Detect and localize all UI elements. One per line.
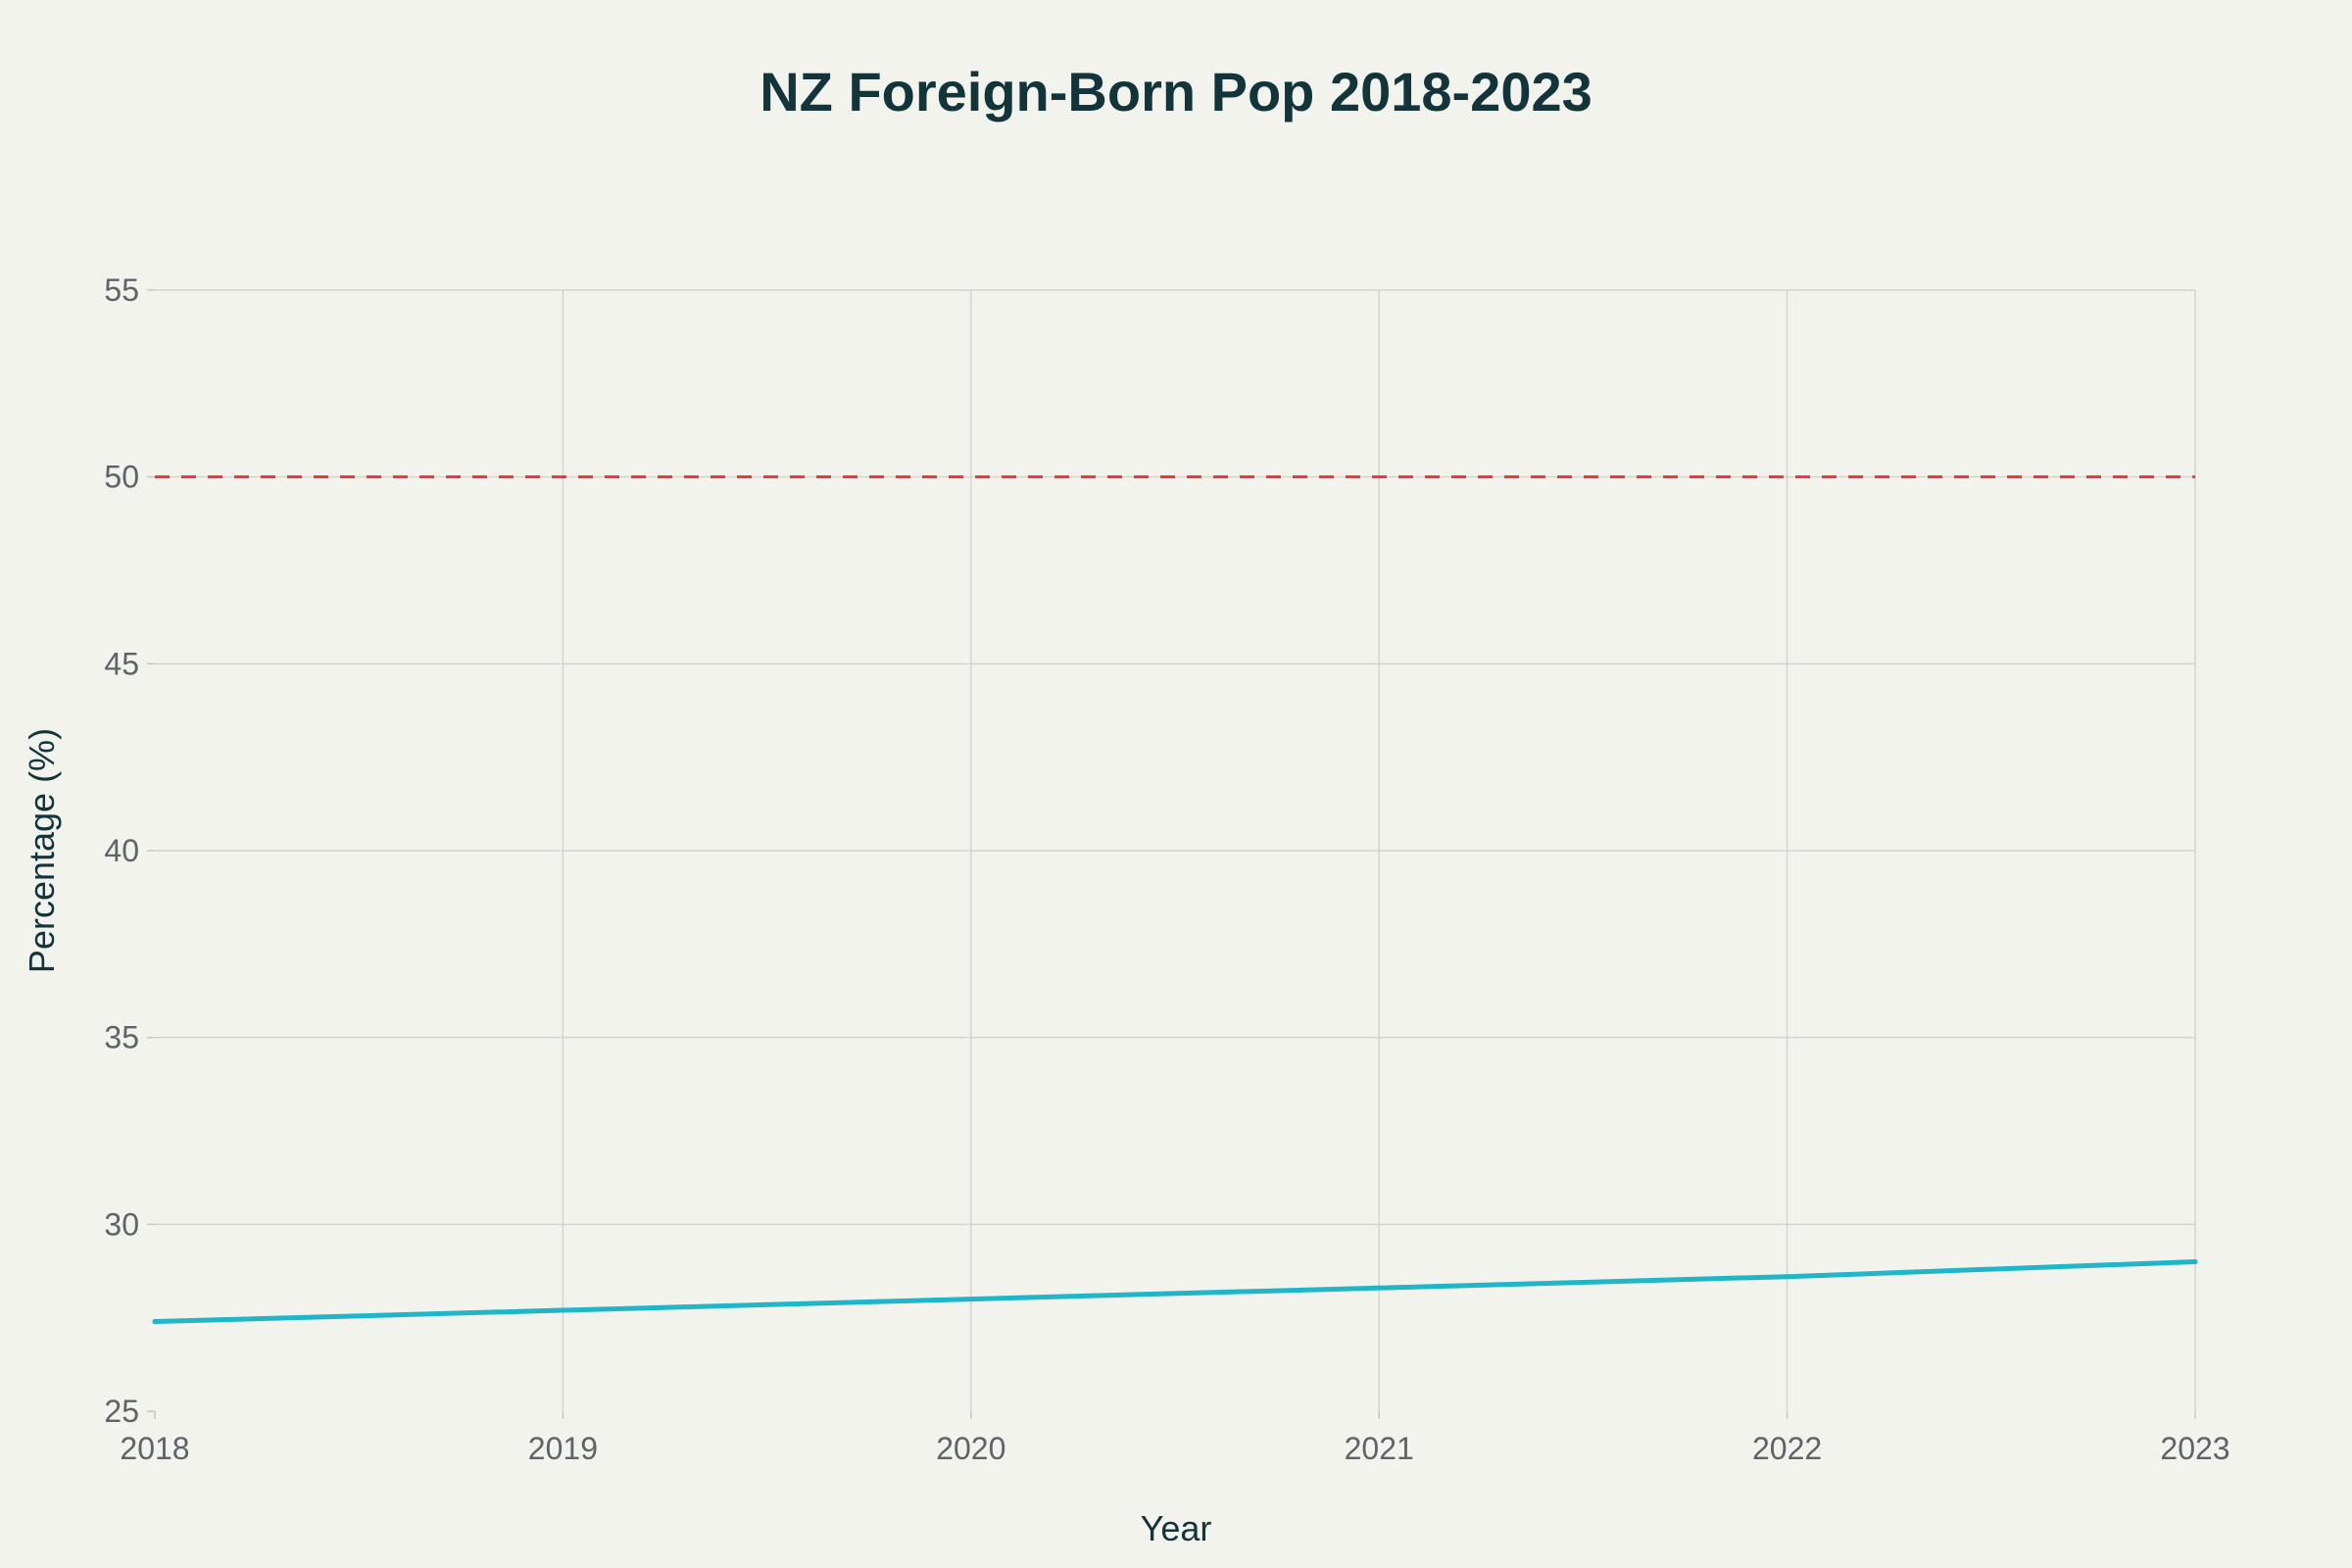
x-tick-label: 2020 bbox=[936, 1431, 1005, 1466]
y-axis-title: Percentage (%) bbox=[22, 728, 62, 973]
x-tick-label: 2019 bbox=[528, 1431, 598, 1466]
axis-ticks: 25 30 35 40 45 50 55 2018 2019 2020 2021 2022 2023 bbox=[104, 272, 2230, 1466]
y-tick-label: 35 bbox=[104, 1020, 139, 1055]
y-tick-label: 55 bbox=[104, 272, 139, 308]
data-point bbox=[1376, 1285, 1382, 1291]
y-tick-label: 50 bbox=[104, 460, 139, 495]
data-point bbox=[968, 1297, 974, 1302]
y-tick-label: 30 bbox=[104, 1206, 139, 1242]
series bbox=[152, 1258, 2198, 1324]
x-tick-label: 2022 bbox=[1752, 1431, 1822, 1466]
data-point bbox=[560, 1307, 565, 1313]
chart-title: NZ Foreign-Born Pop 2018-2023 bbox=[760, 61, 1592, 122]
y-tick-label: 45 bbox=[104, 646, 139, 681]
data-point bbox=[1785, 1274, 1790, 1280]
data-point bbox=[152, 1318, 158, 1324]
x-tick-label: 2023 bbox=[2160, 1431, 2230, 1466]
x-tick-label: 2018 bbox=[120, 1431, 189, 1466]
y-tick-label: 25 bbox=[104, 1394, 139, 1429]
y-tick-label: 40 bbox=[104, 833, 139, 868]
data-point bbox=[2192, 1258, 2198, 1264]
x-tick-label: 2021 bbox=[1345, 1431, 1414, 1466]
series-line bbox=[152, 1259, 2198, 1324]
x-axis-title: Year bbox=[1141, 1508, 1212, 1548]
